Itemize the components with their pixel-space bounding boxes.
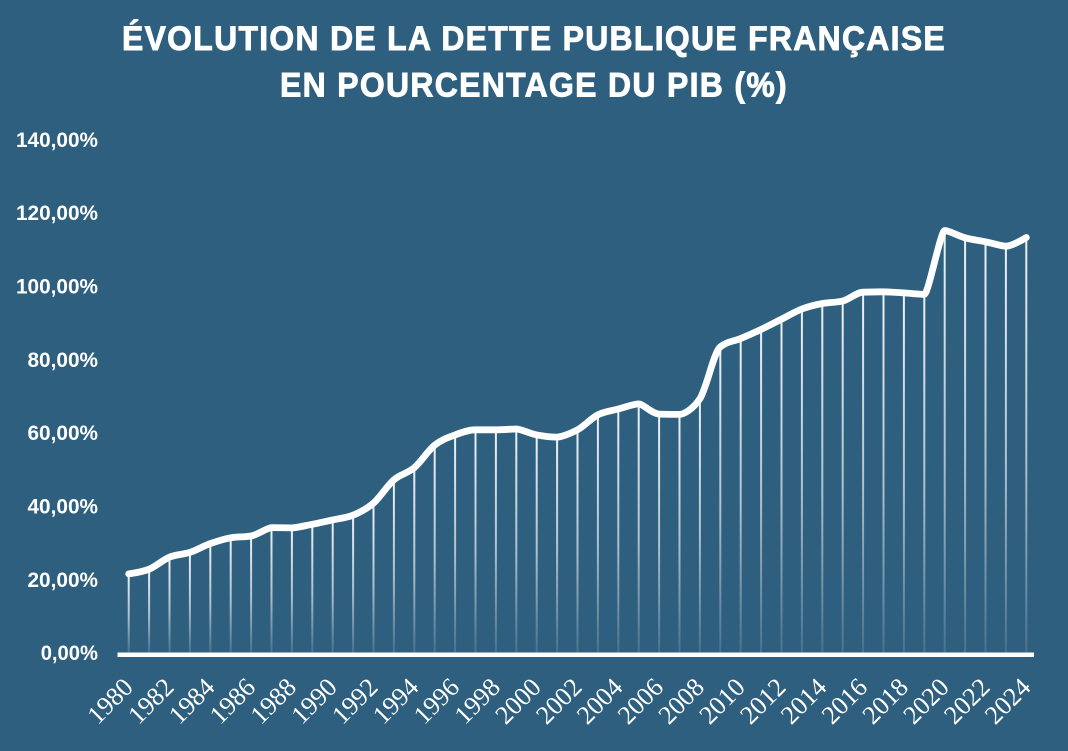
svg-text:20,00%: 20,00% [28,568,99,592]
svg-text:100,00%: 100,00% [16,274,98,298]
svg-text:120,00%: 120,00% [16,201,98,225]
svg-text:ÉVOLUTION DE LA DETTE PUBLIQUE: ÉVOLUTION DE LA DETTE PUBLIQUE FRANÇAISE [122,20,946,58]
svg-text:0,00%: 0,00% [41,641,98,665]
svg-text:140,00%: 140,00% [16,128,98,152]
svg-text:40,00%: 40,00% [28,495,99,519]
svg-text:60,00%: 60,00% [28,421,99,445]
svg-text:EN POURCENTAGE DU PIB (%): EN POURCENTAGE DU PIB (%) [280,67,788,105]
svg-text:80,00%: 80,00% [28,348,99,372]
